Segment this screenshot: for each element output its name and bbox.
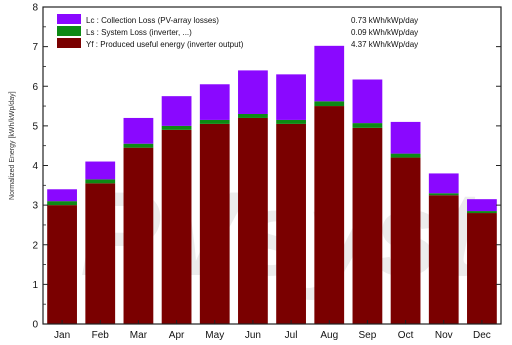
x-tick-label: Mar (130, 330, 148, 341)
bar-may-series-2 (199, 84, 230, 120)
bar-may-series-0 (199, 123, 230, 324)
x-tick-label: Feb (92, 330, 110, 341)
bar-sep-series-0 (352, 127, 383, 324)
y-tick-label: 4 (32, 161, 38, 172)
bar-aug-series-0 (314, 106, 345, 324)
x-tick-label: Apr (169, 330, 185, 341)
bar-mar-series-2 (123, 117, 154, 144)
bar-may-series-1 (199, 119, 230, 124)
bar-jun-series-2 (238, 70, 268, 114)
y-axis-label: Normalized Energy [kWh/kWp/day] (9, 91, 16, 200)
bar-dec-series-2 (467, 199, 497, 212)
bar-jun-series-0 (238, 117, 268, 324)
legend-value: 4.37 kWh/kWp/day (351, 40, 418, 49)
y-tick-label: 0 (32, 320, 38, 331)
x-tick-label: Jan (54, 330, 70, 341)
legend-swatch (57, 14, 81, 24)
legend-swatch (57, 38, 81, 48)
x-tick-label: Jun (245, 330, 261, 341)
bar-jun-series-1 (238, 113, 268, 118)
y-axis: 0 1 2 3 4 5 6 7 8 (32, 3, 501, 331)
bar-jan-series-1 (47, 201, 77, 206)
bar-jul-series-0 (276, 123, 306, 324)
bar-jan-series-2 (47, 189, 77, 202)
y-tick-label: 2 (32, 240, 38, 251)
y-tick-label: 7 (32, 42, 38, 53)
bar-feb-series-2 (85, 161, 116, 180)
x-tick-label: Jul (285, 330, 298, 341)
legend-value: 0.09 kWh/kWp/day (351, 28, 418, 37)
bar-jan-series-0 (47, 205, 77, 325)
bar-jul-series-2 (276, 74, 306, 120)
bar-sep-series-2 (352, 79, 383, 124)
y-tick-label: 3 (32, 201, 38, 212)
y-tick-label: 6 (32, 82, 38, 93)
bar-aug-series-1 (314, 101, 345, 107)
bar-layer (47, 45, 497, 325)
bar-jul-series-1 (276, 119, 306, 124)
bar-dec-series-1 (467, 211, 497, 214)
x-tick-label: Nov (435, 330, 453, 341)
bar-sep-series-1 (352, 123, 383, 128)
bar-oct-series-0 (390, 157, 421, 324)
y-tick-label: 8 (32, 3, 38, 14)
bar-oct-series-1 (390, 153, 421, 158)
bar-nov-series-2 (428, 173, 459, 194)
x-tick-label: Aug (320, 330, 338, 341)
bar-dec-series-0 (467, 213, 497, 324)
bar-feb-series-0 (85, 183, 116, 324)
legend-swatch (57, 26, 81, 36)
x-tick-label: May (205, 330, 224, 341)
y-tick-label: 5 (32, 121, 38, 132)
legend-value: 0.73 kWh/kWp/day (351, 16, 418, 25)
x-tick-label: Sep (359, 330, 377, 341)
bar-mar-series-1 (123, 143, 154, 148)
x-axis: Jan Feb Mar Apr May Jun Jul Aug Sep Oct Nov Dec (54, 320, 491, 341)
bar-mar-series-0 (123, 147, 154, 324)
bar-nov-series-1 (428, 193, 459, 196)
bar-apr-series-1 (161, 125, 192, 130)
bar-apr-series-2 (161, 96, 192, 126)
legend-label: Lc : Collection Loss (PV-array losses) (86, 16, 219, 25)
bar-apr-series-0 (161, 129, 192, 324)
bar-feb-series-1 (85, 179, 116, 184)
legend-label: Yf : Produced useful energy (inverter ou… (86, 40, 244, 49)
bar-aug-series-2 (314, 45, 345, 102)
x-tick-label: Dec (473, 330, 491, 341)
bar-oct-series-2 (390, 121, 421, 154)
legend: Lc : Collection Loss (PV-array losses) 0.… (57, 14, 418, 49)
x-tick-label: Oct (398, 330, 414, 341)
bar-nov-series-0 (428, 195, 459, 324)
legend-label: Ls : System Loss (inverter, ...) (86, 28, 192, 37)
y-tick-label: 1 (32, 280, 38, 291)
